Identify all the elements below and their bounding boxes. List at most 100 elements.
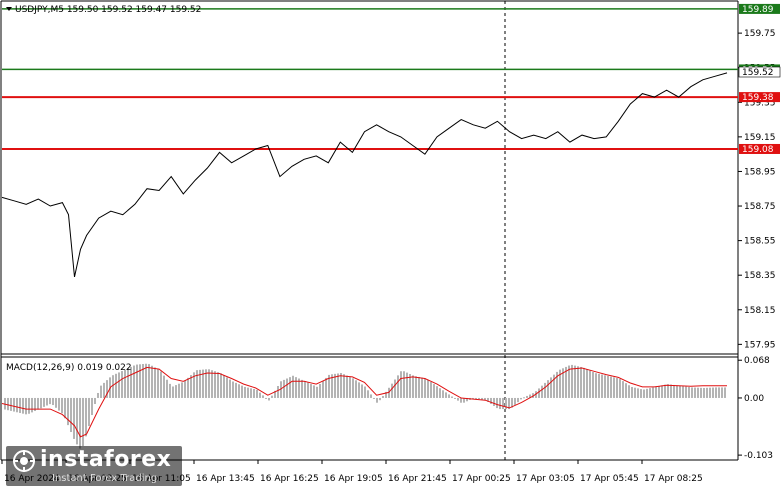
macd-bar: [526, 395, 528, 398]
chart-menu-icon[interactable]: [6, 7, 12, 11]
macd-bar: [712, 387, 714, 398]
macd-bar: [175, 385, 177, 398]
macd-bar: [418, 376, 420, 398]
macd-bar: [163, 375, 165, 398]
macd-bar: [433, 384, 435, 398]
macd-bar: [421, 377, 423, 398]
macd-bar: [454, 397, 456, 399]
macd-bar: [586, 369, 588, 398]
macd-bar: [67, 397, 69, 426]
macd-bar: [232, 381, 234, 398]
macd-bar: [490, 397, 492, 404]
macd-bar: [304, 381, 306, 398]
macd-bar: [364, 386, 366, 398]
macd-bar: [244, 386, 246, 398]
macd-bar: [94, 397, 96, 405]
macd-bar: [307, 382, 309, 398]
macd-bar: [619, 379, 621, 398]
macd-bar: [268, 397, 270, 401]
macd-bar: [676, 385, 678, 398]
macd-bar: [541, 385, 543, 398]
macd-bar: [718, 387, 720, 398]
macd-bar: [136, 364, 138, 398]
x-tick-label: 16 Apr 19:05: [324, 474, 383, 484]
macd-bar: [13, 397, 15, 412]
macd-bar: [376, 397, 378, 403]
price-tick-label: 159.15: [744, 133, 776, 143]
macd-bar: [601, 374, 603, 398]
macd-bar: [46, 397, 48, 406]
macd-bar: [517, 397, 519, 403]
macd-bar: [613, 377, 615, 398]
macd-header: MACD(12,26,9) 0.019 0.022: [6, 363, 132, 373]
macd-bar: [199, 369, 201, 398]
macd-bar: [583, 367, 585, 398]
macd-bar: [160, 371, 162, 398]
macd-bar: [451, 396, 453, 398]
macd-bar: [544, 382, 546, 398]
macd-bar: [625, 383, 627, 398]
level-label: 159.38: [742, 93, 774, 103]
macd-bar: [277, 385, 279, 398]
macd-bar: [634, 387, 636, 398]
macd-bar: [64, 397, 66, 419]
macd-bar: [337, 373, 339, 398]
x-tick-label: 17 Apr 08:25: [644, 474, 703, 484]
macd-bar: [529, 394, 531, 398]
macd-bar: [214, 371, 216, 398]
x-tick-label: 16 Apr 21:45: [388, 474, 447, 484]
macd-bar: [61, 397, 63, 414]
macd-bar: [211, 370, 213, 398]
macd-bar: [691, 387, 693, 398]
macd-bar: [505, 397, 507, 410]
macd-bar: [571, 364, 573, 398]
macd-bar: [523, 397, 525, 399]
macd-bar: [118, 372, 120, 398]
macd-bar: [124, 369, 126, 398]
macd-bar: [112, 375, 114, 398]
current-price-label: 159.52: [742, 68, 774, 78]
macd-bar: [70, 397, 72, 433]
macd-bar: [709, 387, 711, 398]
macd-bar: [208, 369, 210, 398]
macd-bar: [97, 392, 99, 398]
macd-bar: [622, 381, 624, 398]
macd-bar: [394, 379, 396, 398]
macd-bar: [664, 384, 666, 398]
macd-bar: [661, 385, 663, 398]
macd-bar: [565, 366, 567, 398]
macd-bar: [721, 387, 723, 398]
macd-bar: [652, 387, 654, 398]
macd-bar: [379, 397, 381, 401]
macd-bar: [313, 385, 315, 398]
macd-bar: [7, 397, 9, 411]
macd-bar: [439, 388, 441, 398]
macd-bar: [31, 397, 33, 413]
macd-bar: [259, 392, 261, 398]
macd-bar: [190, 375, 192, 398]
macd-bar: [358, 382, 360, 398]
macd-bar: [466, 397, 468, 402]
macd-bar: [130, 366, 132, 398]
level-label: 159.89: [742, 5, 774, 15]
macd-bar: [40, 397, 42, 409]
macd-bar: [328, 374, 330, 398]
macd-bar: [478, 397, 480, 400]
macd-bar: [22, 397, 24, 414]
macd-bar: [331, 374, 333, 398]
watermark-subtitle: Instant Forex Trading: [52, 473, 158, 484]
macd-bar: [568, 365, 570, 398]
macd-bar: [682, 386, 684, 398]
macd-bar: [193, 372, 195, 398]
price-tick-label: 158.55: [744, 237, 776, 247]
macd-bar: [481, 397, 483, 400]
macd-bar: [265, 397, 267, 399]
macd-bar: [91, 397, 93, 416]
macd-bar: [637, 388, 639, 398]
macd-bar: [202, 369, 204, 398]
macd-bar: [616, 378, 618, 398]
macd-bar: [340, 373, 342, 398]
macd-tick-label: -0.103: [744, 451, 773, 461]
macd-bar: [355, 380, 357, 398]
macd-bar: [595, 373, 597, 398]
